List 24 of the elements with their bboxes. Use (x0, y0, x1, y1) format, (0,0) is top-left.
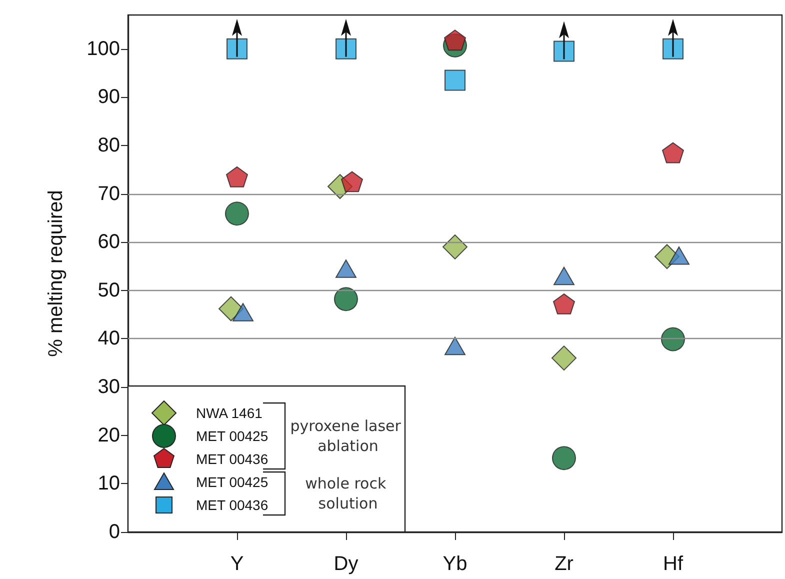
legend-label: MET 00436 (196, 451, 268, 467)
y-axis-title: % melting required (45, 190, 67, 357)
x-tick-label: Hf (663, 553, 684, 575)
y-tick-label: 10 (98, 472, 120, 495)
legend-label: NWA 1461 (196, 405, 263, 421)
x-tick-label: Y (230, 553, 244, 575)
x-tick-label: Yb (442, 553, 468, 575)
y-tick-label: 80 (98, 134, 120, 156)
y-tick-label: 0 (108, 521, 120, 543)
y-tick-label: 40 (98, 328, 120, 350)
y-tick-label: 20 (98, 424, 120, 446)
x-tick-label: Zr (554, 553, 574, 575)
legend-label: MET 00436 (196, 497, 268, 513)
y-tick-label: 100 (86, 38, 120, 60)
y-tick-label: 90 (98, 86, 120, 108)
annotation: whole rock solution (305, 474, 391, 512)
y-tick-label: 30 (98, 376, 120, 398)
y-tick-label: 70 (98, 182, 120, 205)
y-tick-label: 60 (98, 231, 120, 254)
annotation: pyroxene laser ablation (290, 417, 406, 455)
x-tick-label: Dy (334, 553, 358, 575)
legend-label: MET 00425 (196, 428, 268, 444)
legend-label: MET 00425 (196, 474, 268, 490)
y-tick-label: 50 (98, 279, 120, 302)
